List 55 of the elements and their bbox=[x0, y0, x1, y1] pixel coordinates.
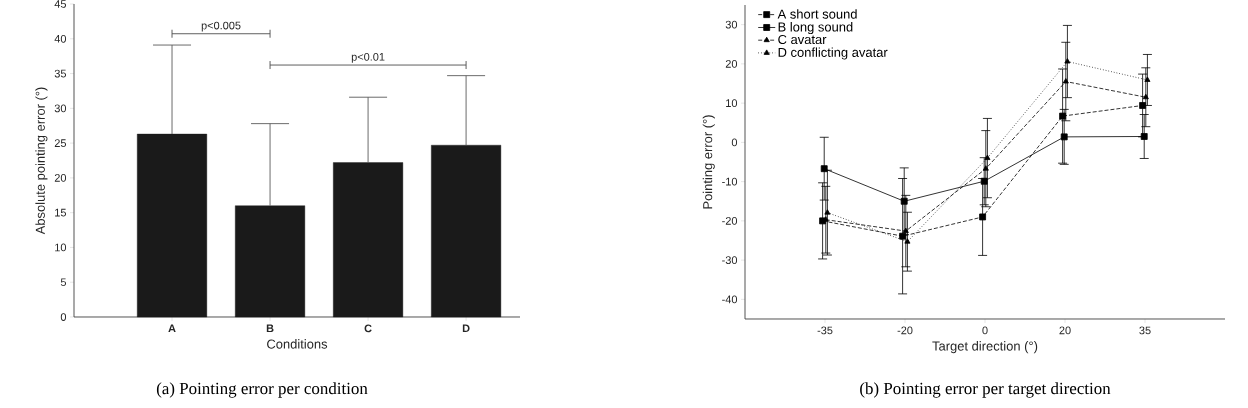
point bbox=[899, 232, 907, 240]
y-axis-title: Pointing error (°) bbox=[702, 115, 715, 209]
x-axis-title: Conditions bbox=[267, 339, 328, 349]
y-tick-label: -10 bbox=[722, 177, 738, 186]
x-tick-label: -35 bbox=[817, 326, 833, 335]
y-tick-label: 15 bbox=[55, 208, 67, 217]
point bbox=[980, 177, 988, 185]
point bbox=[902, 227, 909, 233]
y-tick-label: 5 bbox=[60, 278, 67, 287]
bar bbox=[333, 162, 404, 318]
point bbox=[979, 213, 987, 221]
text: (b) Pointing error per target direction bbox=[860, 382, 1111, 398]
y-tick-label: 35 bbox=[54, 69, 67, 78]
x-tick-label: C bbox=[364, 324, 372, 333]
x-tick-label: 20 bbox=[1059, 326, 1071, 335]
y-tick-label: 45 bbox=[54, 0, 67, 8]
legend-label: C avatar bbox=[778, 34, 827, 45]
y-tick-label: -20 bbox=[722, 217, 738, 225]
legend-label: A short sound bbox=[777, 9, 857, 19]
y-tick-label: 30 bbox=[725, 20, 738, 29]
point bbox=[1060, 133, 1068, 141]
y-tick-label: 10 bbox=[726, 99, 738, 108]
y-tick-label: 20 bbox=[725, 60, 738, 68]
annotation: p<0.005 bbox=[201, 21, 241, 32]
point bbox=[820, 165, 828, 173]
y-tick-label: 10 bbox=[55, 243, 67, 252]
point bbox=[1062, 78, 1069, 84]
bar bbox=[137, 133, 208, 318]
legend-label: B long sound bbox=[778, 22, 853, 35]
legend-label: D conflicting avatar bbox=[778, 47, 888, 60]
y-axis-title: Absolute pointing error (°) bbox=[35, 87, 48, 235]
point bbox=[900, 197, 908, 205]
y-tick-label: 0 bbox=[731, 138, 738, 147]
y-tick-label: -40 bbox=[722, 295, 738, 304]
y-tick-label: 20 bbox=[54, 174, 67, 182]
bar bbox=[235, 205, 306, 318]
x-tick-label: B bbox=[266, 324, 274, 333]
text: (a) Pointing error per condition bbox=[156, 382, 368, 398]
y-tick-label: 25 bbox=[54, 139, 67, 147]
x-tick-label: 0 bbox=[982, 326, 988, 335]
y-tick-label: -30 bbox=[722, 256, 738, 265]
point bbox=[1139, 102, 1147, 109]
x-axis-title: Target direction (°) bbox=[932, 341, 1038, 354]
y-tick-label: 40 bbox=[54, 34, 67, 43]
y-tick-label: 30 bbox=[54, 104, 67, 113]
point bbox=[1142, 93, 1149, 100]
x-tick-label: 35 bbox=[1139, 326, 1151, 335]
x-tick-label: A bbox=[168, 324, 176, 333]
x-tick-label: D bbox=[462, 324, 470, 333]
point bbox=[982, 165, 989, 171]
x-tick-label: -20 bbox=[897, 326, 913, 335]
y-tick-label: 0 bbox=[60, 313, 67, 321]
point bbox=[1059, 112, 1067, 120]
annotation: p<0.01 bbox=[351, 52, 385, 63]
bar bbox=[431, 145, 502, 318]
